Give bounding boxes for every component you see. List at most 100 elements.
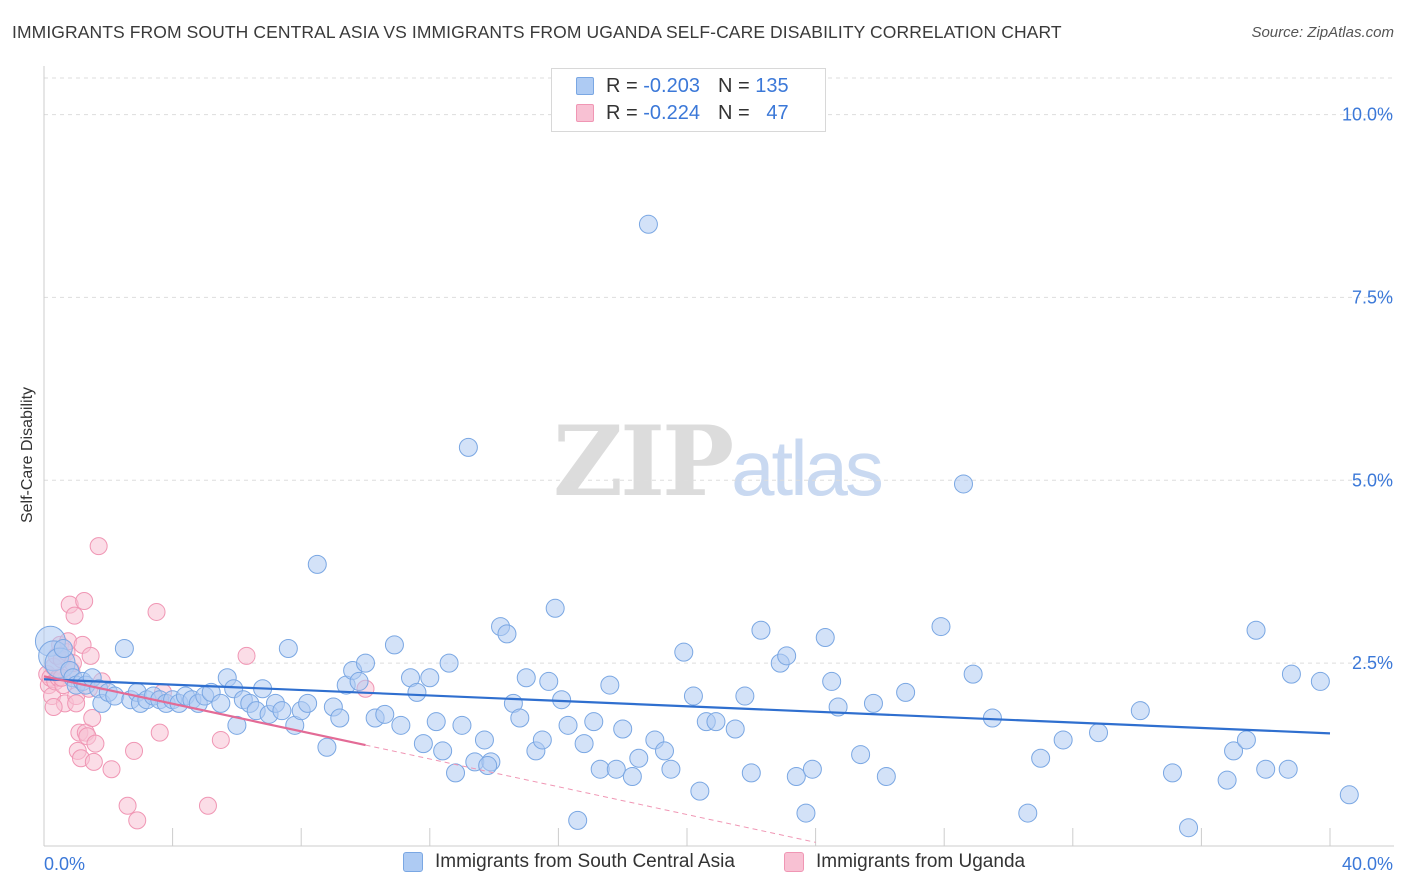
data-point-south-central-asia [690, 781, 710, 801]
legend-r-value: -0.203 [643, 74, 700, 97]
data-point-south-central-asia [1339, 785, 1359, 805]
data-point-uganda [237, 646, 256, 665]
data-point-uganda [83, 709, 102, 727]
data-point-uganda [198, 796, 217, 815]
data-point-south-central-asia [558, 715, 578, 735]
data-point-south-central-asia [1053, 730, 1073, 750]
data-point-south-central-asia [1162, 763, 1182, 783]
data-point-south-central-asia [1217, 770, 1237, 790]
data-point-south-central-asia [545, 598, 565, 618]
data-point-south-central-asia [510, 708, 530, 728]
data-point-south-central-asia [458, 437, 478, 457]
data-point-south-central-asia [439, 653, 459, 673]
trend-line-south-central-asia [43, 678, 1331, 735]
data-point-south-central-asia [802, 759, 822, 779]
data-point-south-central-asia [751, 620, 771, 640]
trend-line-uganda-extension [365, 744, 816, 843]
data-point-south-central-asia [815, 628, 835, 648]
data-point-south-central-asia [1310, 671, 1330, 691]
trend-line-uganda [43, 675, 366, 747]
data-point-south-central-asia [1018, 803, 1038, 823]
data-point-south-central-asia [272, 701, 292, 721]
data-point-south-central-asia [478, 756, 498, 776]
legend-item-south-central-asia: Immigrants from South Central Asia [403, 851, 735, 873]
legend-label-south-central-asia: Immigrants from South Central Asia [435, 851, 735, 872]
data-point-south-central-asia [600, 675, 620, 695]
data-point-south-central-asia [1089, 723, 1109, 743]
data-point-uganda [81, 646, 100, 665]
legend-swatch-uganda [784, 852, 804, 872]
data-point-south-central-asia [851, 745, 871, 765]
data-point-south-central-asia [953, 474, 973, 494]
data-point-uganda [65, 606, 84, 625]
legend-r-label: R = [606, 101, 638, 124]
data-point-south-central-asia [474, 730, 494, 750]
data-point-south-central-asia [1281, 664, 1301, 684]
data-point-south-central-asia [1031, 748, 1051, 768]
x-tick-label: 40.0% [1342, 854, 1393, 874]
data-point-south-central-asia [584, 712, 604, 732]
watermark: ZIPatlas [553, 405, 884, 518]
data-point-south-central-asia [741, 763, 761, 783]
data-point-south-central-asia [638, 214, 658, 234]
data-point-south-central-asia [725, 719, 745, 739]
data-point-south-central-asia [307, 554, 327, 574]
data-point-south-central-asia [876, 767, 896, 787]
data-point-uganda [147, 602, 166, 621]
legend-item-uganda: Immigrants from Uganda [784, 851, 1025, 873]
data-point-uganda [128, 811, 147, 830]
legend-row-south-central-asia: R = -0.203 N = 135 [576, 73, 789, 99]
data-point-uganda [86, 734, 105, 753]
x-tick-label: 0.0% [44, 854, 85, 874]
data-point-south-central-asia [356, 653, 375, 673]
data-point-south-central-asia [735, 686, 755, 706]
legend-label-uganda: Immigrants from Uganda [816, 851, 1026, 872]
legend-swatch-south-central-asia [403, 852, 423, 872]
data-point-south-central-asia [674, 642, 694, 662]
data-point-south-central-asia [1236, 730, 1256, 750]
data-point-south-central-asia [1246, 620, 1266, 640]
grid-lines [44, 77, 1394, 664]
data-point-uganda [118, 796, 137, 815]
legend-n-label: N = [717, 101, 750, 124]
y-axis-label: Self-Care Disability [19, 386, 36, 524]
data-point-south-central-asia [452, 715, 472, 735]
data-point-south-central-asia [384, 635, 404, 655]
data-point-south-central-asia [420, 668, 440, 688]
data-point-south-central-asia [433, 741, 453, 761]
tick-labels: 2.5% 5.0% 7.5% 10.0% 0.0% 40.0% [44, 105, 1393, 874]
axes [43, 66, 1394, 847]
data-point-south-central-asia [391, 715, 411, 735]
data-point-uganda [102, 760, 121, 779]
trend-lines [43, 675, 1331, 843]
data-point-uganda [125, 741, 144, 760]
data-point-south-central-asia [661, 759, 681, 779]
data-point-south-central-asia [931, 617, 951, 637]
data-point-south-central-asia [413, 734, 433, 754]
data-point-south-central-asia [683, 686, 703, 706]
data-point-south-central-asia [516, 668, 536, 688]
data-point-south-central-asia [278, 639, 298, 659]
data-point-south-central-asia [777, 646, 797, 666]
watermark-atlas: atlas [731, 424, 884, 512]
y-tick-label: 10.0% [1342, 105, 1393, 125]
data-point-uganda [150, 723, 169, 742]
data-point-uganda [44, 698, 63, 717]
data-point-south-central-asia [53, 639, 73, 659]
data-point-south-central-asia [1224, 741, 1244, 761]
y-tick-label: 2.5% [1352, 653, 1393, 673]
data-point-south-central-asia [1278, 759, 1298, 779]
legend-n-value: 47 [766, 101, 789, 124]
data-point-south-central-asia [574, 734, 594, 754]
data-point-south-central-asia [568, 810, 588, 830]
data-point-south-central-asia [896, 682, 916, 702]
data-point-south-central-asia [532, 730, 552, 750]
data-point-south-central-asia [375, 704, 395, 724]
data-point-south-central-asia [227, 715, 247, 735]
data-point-south-central-asia [1179, 818, 1199, 838]
watermark-zip: ZIP [553, 405, 734, 518]
data-point-south-central-asia [330, 708, 350, 728]
data-point-south-central-asia [426, 712, 446, 732]
y-tick-label: 5.0% [1352, 470, 1393, 490]
legend-swatch-south-central-asia [576, 77, 594, 95]
